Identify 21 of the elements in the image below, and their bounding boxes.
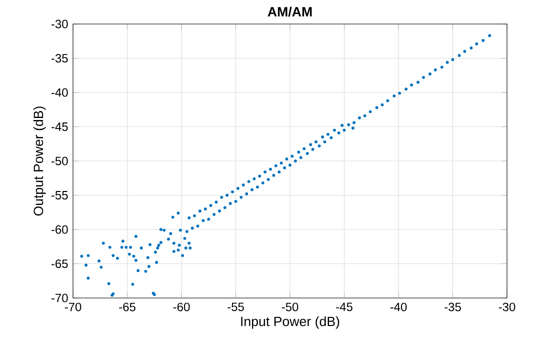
x-tick-label: -55 <box>228 302 244 312</box>
chart-title: AM/AM <box>268 6 312 17</box>
y-tick-label: -40 <box>51 88 68 97</box>
y-tick-label: -35 <box>51 54 68 63</box>
y-tick-label: -65 <box>51 259 68 268</box>
x-tick-label: -45 <box>336 302 352 312</box>
x-tick-label: -50 <box>282 302 298 312</box>
y-tick-label: -55 <box>51 191 68 200</box>
x-axis-title: Input Power (dB) <box>241 316 340 329</box>
x-tick-label: -65 <box>119 302 136 312</box>
y-tick-label: -50 <box>51 156 68 166</box>
x-tick-label: -60 <box>173 302 190 312</box>
x-tick-label: -35 <box>444 302 461 312</box>
x-tick-label: -40 <box>390 302 407 312</box>
y-tick-label: -45 <box>51 122 68 131</box>
x-tick-label: -30 <box>498 302 516 312</box>
x-tick-label: -70 <box>64 302 82 312</box>
y-tick-label: -30 <box>51 20 68 28</box>
y-axis-title: Output Power (dB) <box>33 106 46 216</box>
y-tick-label: -60 <box>51 225 68 234</box>
y-tick-label: -70 <box>51 294 68 302</box>
